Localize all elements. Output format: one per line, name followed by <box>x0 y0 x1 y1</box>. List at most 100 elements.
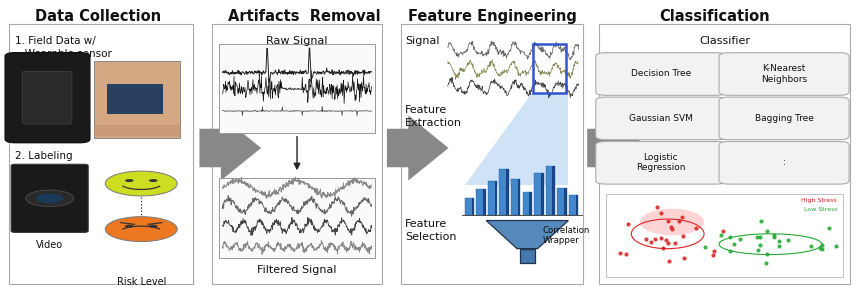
Text: :: : <box>782 158 786 167</box>
FancyBboxPatch shape <box>5 53 90 143</box>
Bar <box>107 84 163 114</box>
Point <box>675 214 688 219</box>
Text: Artifacts  Removal: Artifacts Removal <box>228 9 380 24</box>
Circle shape <box>125 179 134 182</box>
Text: Feature
Selection: Feature Selection <box>405 219 456 242</box>
Text: Classification: Classification <box>659 9 770 24</box>
Point <box>707 249 721 253</box>
Bar <box>564 188 567 215</box>
Text: Raw Signal: Raw Signal <box>266 36 328 46</box>
Point <box>772 244 786 249</box>
FancyBboxPatch shape <box>22 71 72 124</box>
Point <box>661 240 675 245</box>
Bar <box>534 173 544 215</box>
Polygon shape <box>465 93 568 185</box>
Bar <box>511 179 520 215</box>
FancyBboxPatch shape <box>11 164 88 232</box>
Point <box>664 225 678 229</box>
Bar <box>575 195 579 215</box>
Text: Filtered Signal: Filtered Signal <box>258 265 336 275</box>
Point <box>753 243 767 247</box>
Circle shape <box>26 190 74 207</box>
Bar <box>520 249 535 263</box>
Point <box>662 259 675 263</box>
Bar <box>465 198 474 215</box>
Bar <box>219 178 375 258</box>
FancyBboxPatch shape <box>596 97 726 140</box>
Bar <box>472 198 474 215</box>
Point <box>822 226 835 231</box>
Text: High Stress: High Stress <box>801 198 837 203</box>
Text: 2. Labeling: 2. Labeling <box>15 151 73 161</box>
Point <box>619 252 633 256</box>
Bar <box>557 188 567 215</box>
Polygon shape <box>199 115 261 181</box>
Bar <box>219 44 375 133</box>
Point <box>677 256 691 261</box>
Point <box>728 242 741 247</box>
Point <box>706 253 720 258</box>
Bar <box>606 194 843 277</box>
Point <box>660 238 674 242</box>
Point <box>781 237 794 242</box>
Text: Feature Engineering: Feature Engineering <box>407 9 577 24</box>
Bar <box>495 181 497 215</box>
Circle shape <box>125 225 134 228</box>
Bar <box>9 24 193 284</box>
Point <box>759 260 773 265</box>
Point <box>771 238 785 243</box>
Point <box>751 235 764 240</box>
Text: K-Nearest
Neighbors: K-Nearest Neighbors <box>761 64 807 84</box>
Text: Correlation
Wrapper: Correlation Wrapper <box>543 226 590 245</box>
Bar <box>522 192 532 215</box>
Circle shape <box>105 171 177 196</box>
Text: Signal: Signal <box>405 36 439 46</box>
Point <box>767 233 781 238</box>
Point <box>644 239 657 244</box>
Point <box>751 248 764 253</box>
Bar <box>488 181 497 215</box>
Bar <box>552 166 556 215</box>
Point <box>676 234 690 238</box>
Text: Classifier: Classifier <box>699 36 750 46</box>
Text: 1. Field Data w/
   Wearable sensor: 1. Field Data w/ Wearable sensor <box>15 36 112 59</box>
Text: Logistic
Regression: Logistic Regression <box>636 153 686 173</box>
Point <box>753 235 767 240</box>
Point <box>715 233 728 237</box>
Point <box>639 237 653 241</box>
Point <box>665 227 679 232</box>
Circle shape <box>36 194 63 203</box>
Bar <box>212 24 382 284</box>
Polygon shape <box>486 221 568 249</box>
Bar <box>476 189 485 215</box>
Point <box>829 244 842 249</box>
Point <box>760 229 774 233</box>
Point <box>767 234 781 239</box>
Text: Data Collection: Data Collection <box>35 9 162 24</box>
Text: Feature
Extraction: Feature Extraction <box>405 105 462 128</box>
Bar <box>569 195 579 215</box>
FancyBboxPatch shape <box>596 53 726 95</box>
Text: Video: Video <box>36 240 63 250</box>
Point <box>669 240 682 245</box>
Point <box>698 245 712 250</box>
Point <box>722 235 736 239</box>
Text: Decision Tree: Decision Tree <box>631 70 691 78</box>
Point <box>815 242 829 247</box>
Polygon shape <box>587 115 649 181</box>
Point <box>657 246 670 250</box>
Point <box>648 236 662 241</box>
Bar <box>546 166 556 215</box>
Point <box>651 205 664 210</box>
FancyBboxPatch shape <box>596 141 726 184</box>
Point <box>760 251 774 256</box>
Text: Low Stress: Low Stress <box>804 207 837 212</box>
Bar <box>518 179 520 215</box>
Point <box>815 247 829 252</box>
Bar <box>401 24 583 284</box>
Circle shape <box>105 217 177 242</box>
Ellipse shape <box>639 209 704 235</box>
Point <box>723 249 737 254</box>
Point <box>661 219 675 223</box>
Text: Risk Level: Risk Level <box>116 277 166 287</box>
